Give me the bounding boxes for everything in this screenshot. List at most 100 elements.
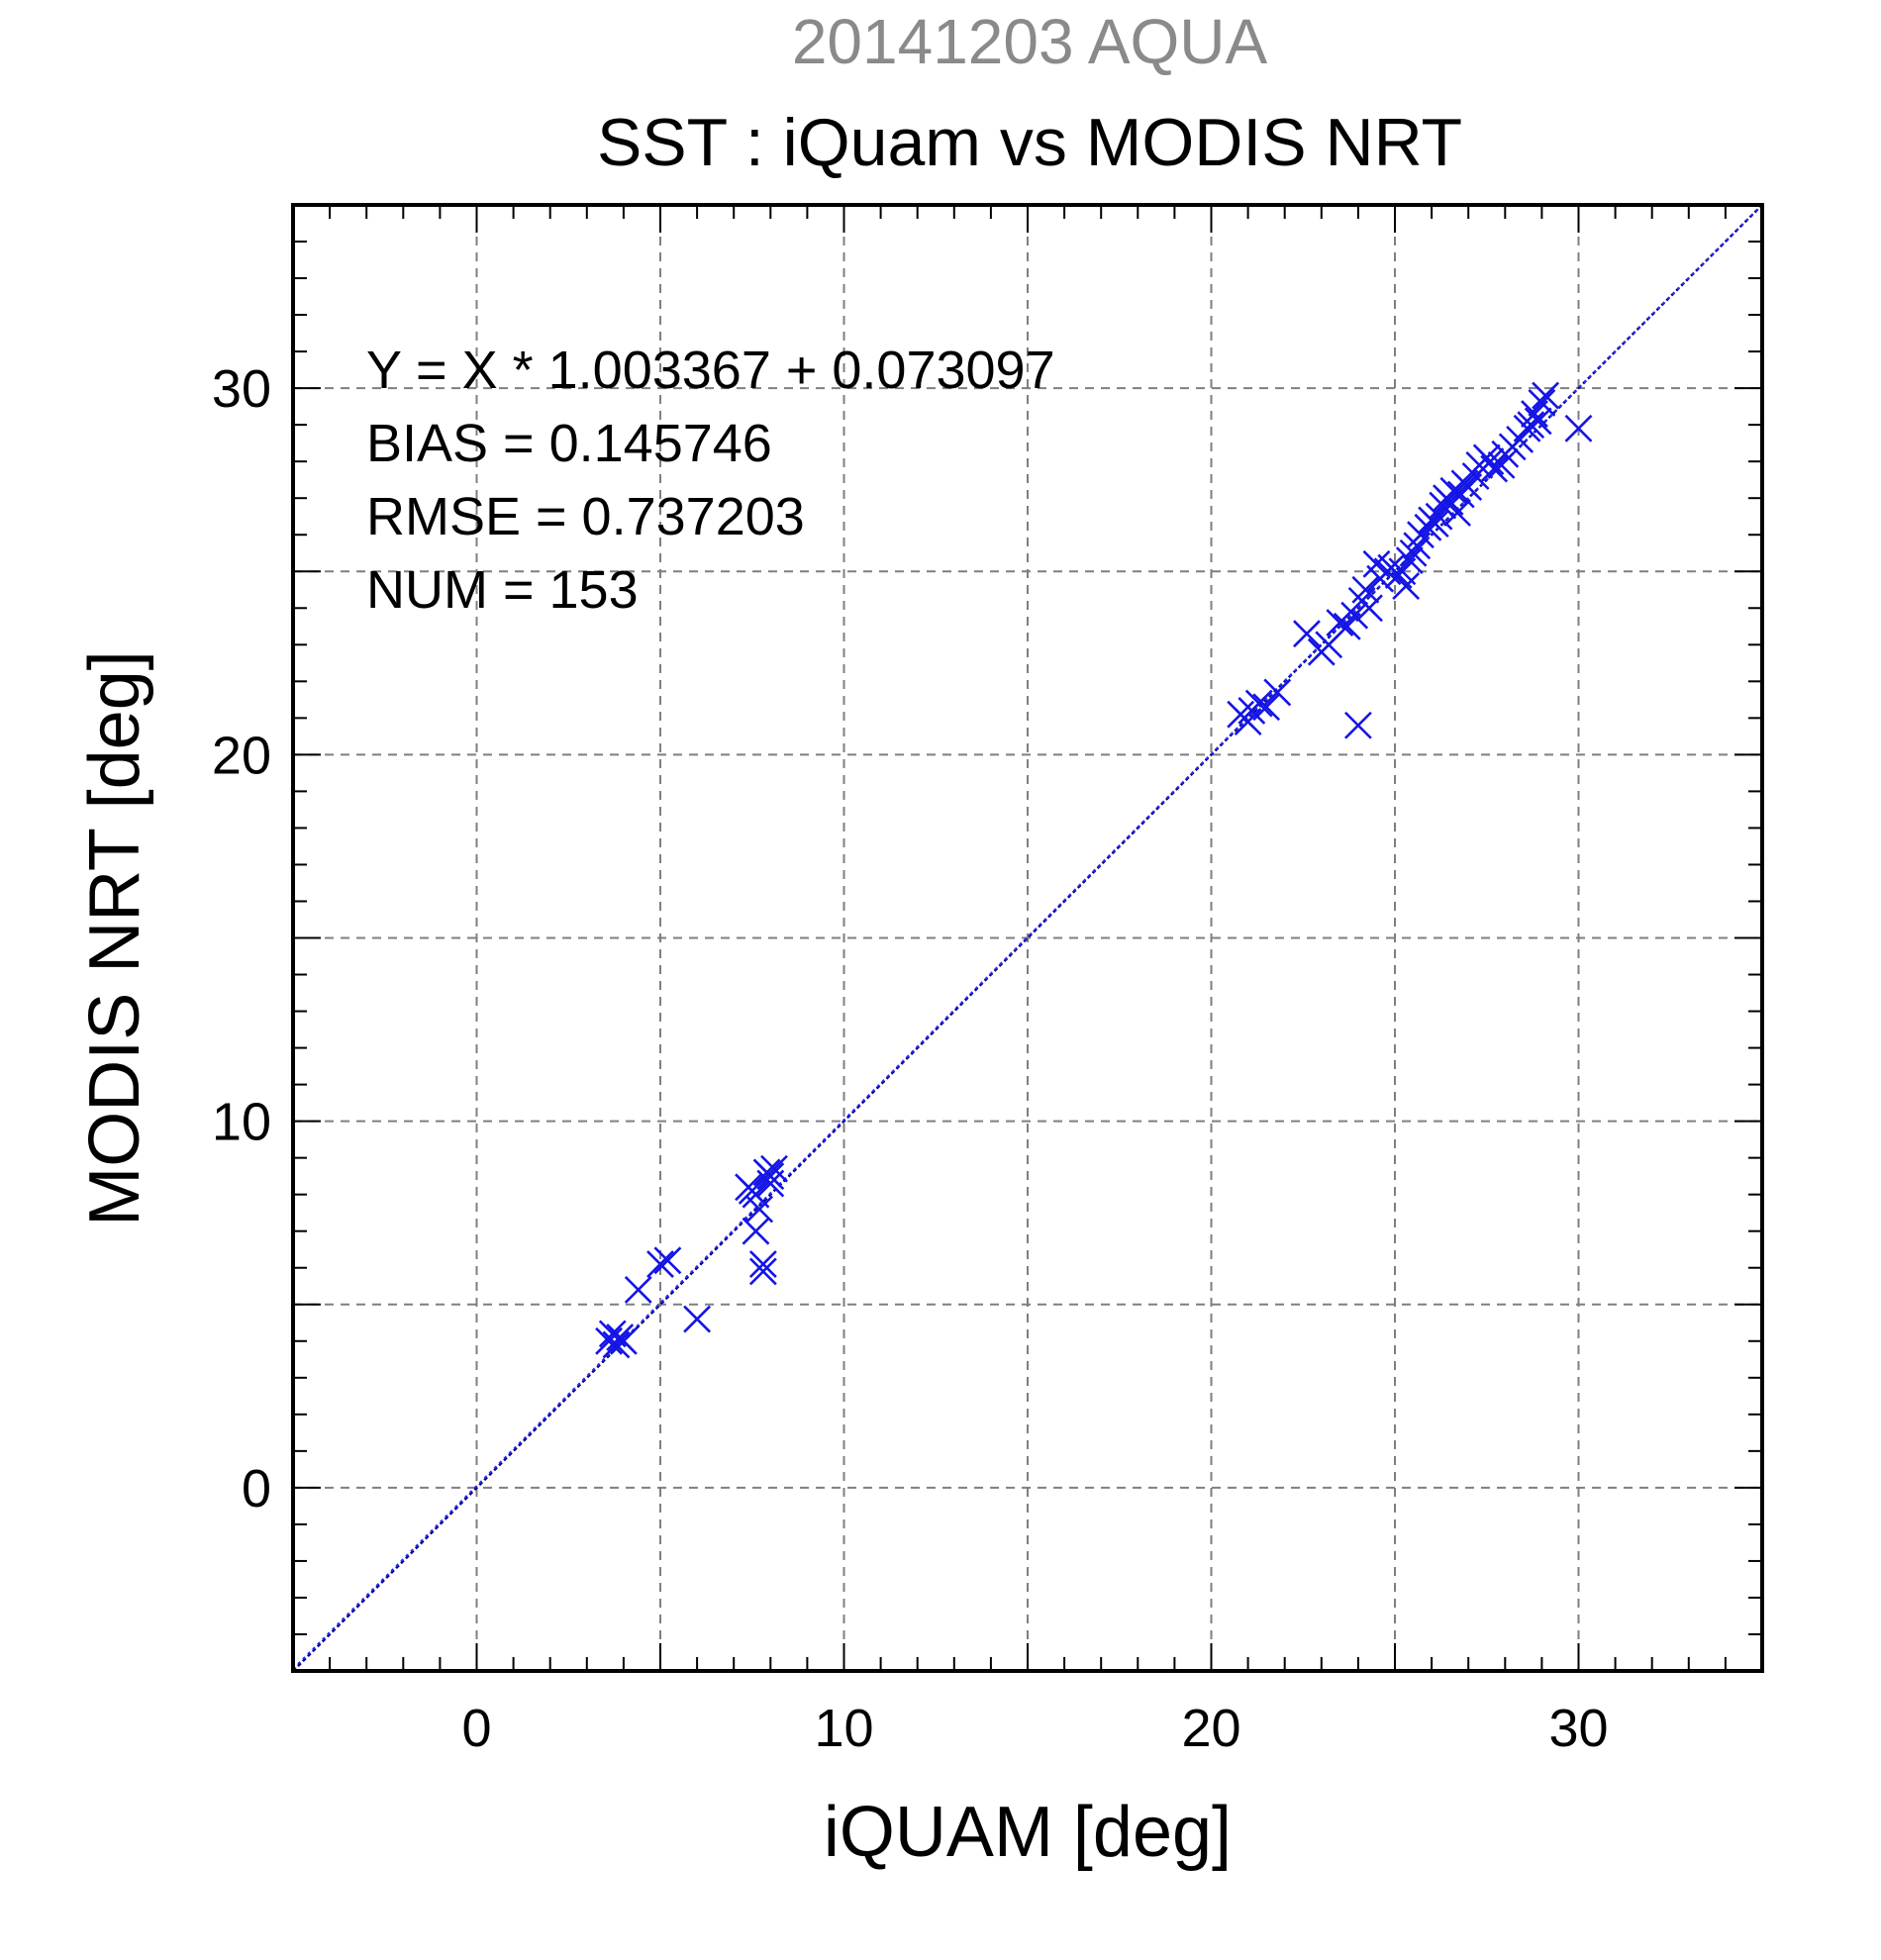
regression-text: Y = X * 1.003367 + 0.073097: [366, 341, 1055, 400]
stats-box: Y = X * 1.003367 + 0.073097 BIAS = 0.145…: [366, 341, 1055, 620]
data-point-stroke: [1395, 546, 1424, 575]
data-point: [1399, 539, 1428, 567]
data-point: [683, 1305, 712, 1333]
data-point: [1252, 693, 1281, 722]
x-axis-label: iQUAM [deg]: [824, 1793, 1232, 1872]
data-point-stroke: [1244, 689, 1273, 718]
data-point: [624, 1276, 652, 1304]
data-point: [1351, 575, 1380, 604]
data-point-stroke: [1403, 532, 1432, 560]
data-point: [1528, 389, 1556, 417]
chart-subtitle: 20141203 AQUA: [792, 6, 1268, 77]
data-point: [748, 1257, 777, 1286]
data-point-stroke: [1517, 411, 1545, 440]
data-point: [1476, 447, 1505, 476]
data-point-stroke: [1263, 678, 1292, 707]
data-point-stroke: [1564, 414, 1593, 442]
data-point-stroke: [598, 1320, 627, 1348]
data-point-stroke: [683, 1305, 712, 1333]
data-point: [1395, 546, 1424, 575]
data-point-stroke: [1362, 549, 1391, 578]
data-point: [1244, 689, 1273, 718]
data-point: [1564, 414, 1593, 442]
y-tick-label: 20: [212, 726, 271, 785]
data-point-stroke: [1392, 572, 1421, 600]
data-point-stroke: [1443, 499, 1471, 527]
x-tick-label: 20: [1181, 1699, 1240, 1758]
data-point-stroke: [602, 1330, 631, 1359]
data-point-stroke: [1351, 575, 1380, 604]
data-point: [1392, 572, 1421, 600]
data-point-stroke: [646, 1250, 674, 1278]
data-point-stroke: [653, 1246, 682, 1275]
data-point: [1355, 594, 1383, 623]
y-tick-label: 10: [212, 1093, 271, 1152]
data-point-stroke: [1476, 447, 1505, 476]
data-point-stroke: [742, 1217, 770, 1245]
data-point-stroke: [748, 1257, 777, 1286]
data-point-stroke: [1252, 693, 1281, 722]
data-point: [1234, 708, 1262, 735]
data-point-stroke: [1487, 450, 1516, 479]
data-point: [602, 1330, 631, 1359]
data-point: [1425, 502, 1453, 531]
data-point-stroke: [756, 1169, 785, 1198]
data-point: [609, 1326, 638, 1355]
data-point-stroke: [745, 1195, 774, 1224]
y-tick-label: 0: [242, 1459, 271, 1519]
data-point: [595, 1326, 623, 1355]
data-point: [756, 1169, 785, 1198]
x-tick-label: 30: [1548, 1699, 1608, 1758]
data-point: [1443, 499, 1471, 527]
data-point-stroke: [595, 1326, 623, 1355]
data-point: [1263, 678, 1292, 707]
data-point: [1532, 381, 1560, 410]
data-point: [1340, 601, 1369, 630]
data-point: [653, 1246, 682, 1275]
fit-line: [292, 204, 1763, 1672]
data-point-stroke: [1429, 491, 1457, 520]
data-point-stroke: [1234, 708, 1262, 735]
data-point: [1517, 411, 1545, 440]
num-text: NUM = 153: [366, 560, 639, 620]
bias-text: BIAS = 0.145746: [366, 414, 772, 473]
data-point-stroke: [1421, 510, 1449, 539]
data-point: [1429, 491, 1457, 520]
y-axis-label: MODIS NRT [deg]: [75, 650, 154, 1226]
data-point: [1293, 620, 1321, 648]
data-point-stroke: [1528, 389, 1556, 417]
data-point-stroke: [738, 1177, 766, 1205]
data-point: [1343, 711, 1372, 739]
data-points: [595, 381, 1593, 1359]
x-tick-label: 0: [461, 1699, 491, 1758]
data-point-stroke: [1293, 620, 1321, 648]
grid-lines: [293, 205, 1762, 1671]
y-tick-label: 30: [212, 359, 271, 419]
data-point-stroke: [624, 1276, 652, 1304]
data-point: [742, 1217, 770, 1245]
data-point-stroke: [1326, 609, 1354, 637]
regression-line: [292, 204, 1763, 1670]
data-point: [748, 1250, 777, 1278]
data-point-stroke: [1343, 711, 1372, 739]
data-point: [1326, 609, 1354, 637]
data-point-stroke: [748, 1250, 777, 1278]
data-point: [1421, 510, 1449, 539]
x-tick-label: 10: [814, 1699, 873, 1758]
data-point-stroke: [1355, 594, 1383, 623]
data-point: [1524, 407, 1552, 436]
data-point-stroke: [1399, 539, 1428, 567]
data-point-stroke: [756, 1162, 785, 1191]
data-point-stroke: [1480, 454, 1509, 483]
data-point-stroke: [1524, 407, 1552, 436]
plot-frame: [291, 203, 1764, 1673]
tick-labels: 0 10 20 30 0 10 20 30: [212, 359, 1609, 1758]
data-point-stroke: [1532, 381, 1560, 410]
rmse-text: RMSE = 0.737203: [366, 487, 805, 546]
chart-title: SST : iQuam vs MODIS NRT: [597, 105, 1462, 180]
data-point: [738, 1177, 766, 1205]
data-point-stroke: [609, 1326, 638, 1355]
data-point: [1403, 532, 1432, 560]
data-point: [1487, 450, 1516, 479]
data-point-stroke: [1340, 601, 1369, 630]
